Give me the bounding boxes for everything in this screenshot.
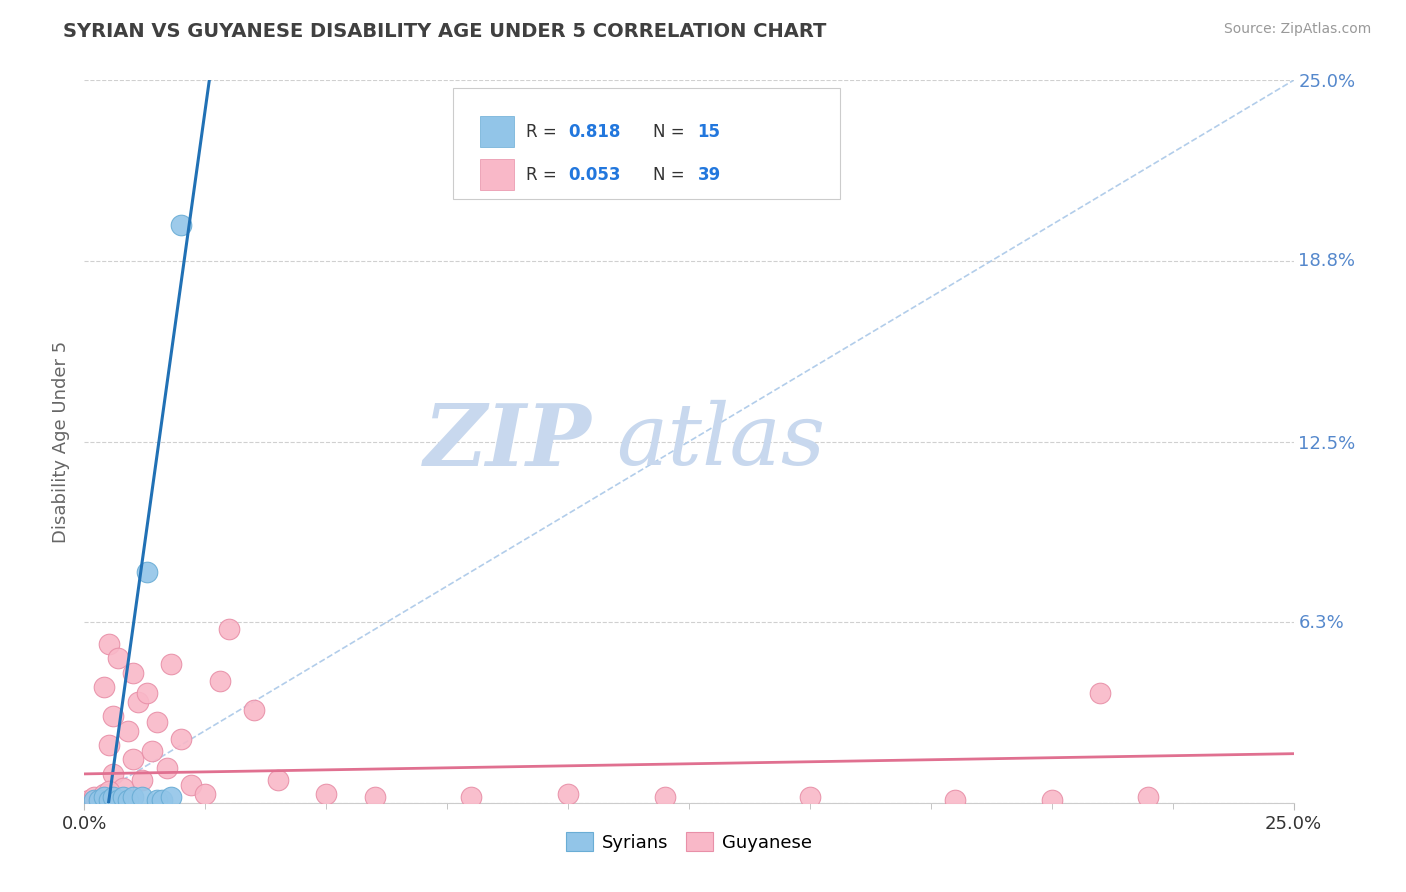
- Point: [155, 761, 177, 775]
- Text: SYRIAN VS GUYANESE DISABILITY AGE UNDER 5 CORRELATION CHART: SYRIAN VS GUYANESE DISABILITY AGE UNDER …: [63, 22, 827, 41]
- Point: [117, 723, 139, 738]
- Point: [180, 779, 202, 793]
- Point: [1088, 686, 1111, 700]
- Text: atlas: atlas: [616, 401, 825, 483]
- Point: [170, 218, 193, 232]
- Text: ZIP: ZIP: [425, 400, 592, 483]
- Point: [83, 790, 105, 805]
- Point: [93, 787, 115, 801]
- Point: [107, 793, 129, 807]
- Text: 0.818: 0.818: [568, 123, 620, 141]
- Point: [87, 793, 110, 807]
- Text: R =: R =: [526, 166, 562, 184]
- Point: [1040, 793, 1063, 807]
- Point: [121, 752, 143, 766]
- Point: [208, 674, 231, 689]
- Point: [103, 767, 125, 781]
- Point: [146, 714, 169, 729]
- FancyBboxPatch shape: [479, 117, 513, 147]
- Point: [112, 790, 135, 805]
- Point: [93, 680, 115, 694]
- Point: [97, 793, 120, 807]
- Point: [1137, 790, 1160, 805]
- Point: [170, 732, 193, 747]
- Point: [107, 651, 129, 665]
- Point: [103, 790, 125, 805]
- Point: [112, 781, 135, 796]
- Point: [131, 790, 153, 805]
- Legend: Syrians, Guyanese: Syrians, Guyanese: [558, 825, 820, 859]
- Point: [363, 790, 385, 805]
- Text: R =: R =: [526, 123, 562, 141]
- Text: 0.053: 0.053: [568, 166, 620, 184]
- Y-axis label: Disability Age Under 5: Disability Age Under 5: [52, 341, 70, 542]
- Point: [218, 623, 240, 637]
- Point: [97, 784, 120, 798]
- Point: [136, 686, 159, 700]
- Point: [127, 695, 149, 709]
- Point: [136, 565, 159, 579]
- Point: [799, 790, 821, 805]
- Text: 39: 39: [697, 166, 721, 184]
- FancyBboxPatch shape: [453, 87, 841, 200]
- Point: [150, 793, 173, 807]
- Point: [654, 790, 676, 805]
- Point: [194, 787, 217, 801]
- Text: 15: 15: [697, 123, 720, 141]
- Point: [103, 709, 125, 723]
- Point: [131, 772, 153, 787]
- Point: [83, 793, 105, 807]
- FancyBboxPatch shape: [479, 160, 513, 190]
- Point: [87, 793, 110, 807]
- Point: [77, 793, 100, 807]
- Text: Source: ZipAtlas.com: Source: ZipAtlas.com: [1223, 22, 1371, 37]
- Point: [160, 657, 183, 671]
- Point: [141, 744, 163, 758]
- Point: [267, 772, 290, 787]
- Point: [97, 637, 120, 651]
- Text: N =: N =: [652, 123, 689, 141]
- Point: [121, 665, 143, 680]
- Point: [460, 790, 482, 805]
- Point: [160, 790, 183, 805]
- Point: [315, 787, 337, 801]
- Point: [97, 738, 120, 752]
- Point: [121, 790, 143, 805]
- Text: N =: N =: [652, 166, 689, 184]
- Point: [242, 703, 264, 717]
- Point: [117, 793, 139, 807]
- Point: [146, 793, 169, 807]
- Point: [557, 787, 579, 801]
- Point: [943, 793, 966, 807]
- Point: [93, 790, 115, 805]
